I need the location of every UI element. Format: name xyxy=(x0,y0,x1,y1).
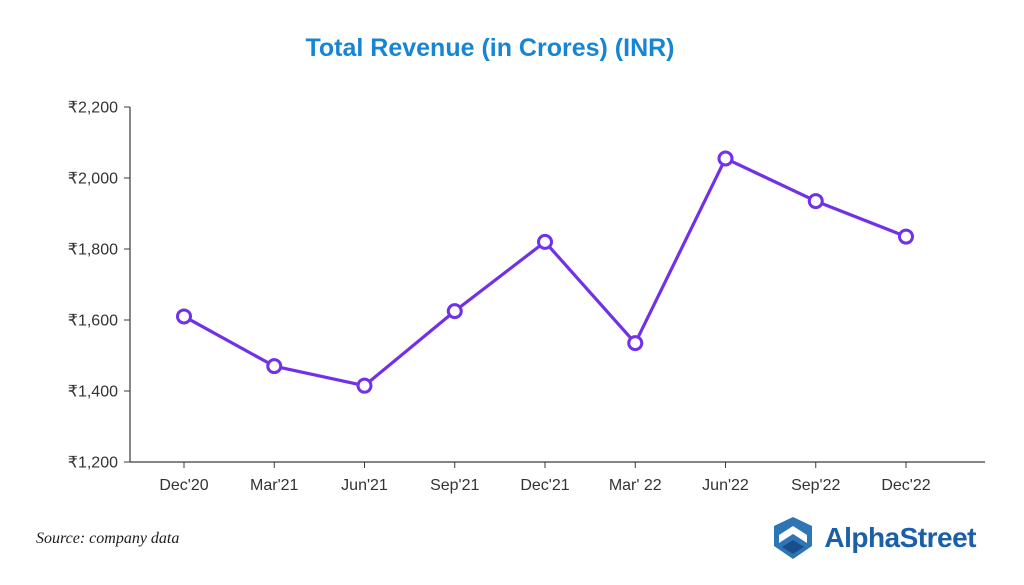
chart-title: Total Revenue (in Crores) (INR) xyxy=(305,34,675,62)
y-axis-labels: ₹1,200 ₹1,400 ₹1,600 ₹1,800 ₹2,000 ₹2,200 xyxy=(68,100,130,472)
alphastreet-logo-icon xyxy=(774,517,813,559)
revenue-series-line xyxy=(182,156,908,388)
brand-logo: AlphaStreet xyxy=(772,516,976,560)
brand-name: AlphaStreet xyxy=(824,522,976,553)
svg-text:Dec'20: Dec'20 xyxy=(159,477,208,494)
svg-text:₹1,800: ₹1,800 xyxy=(68,242,118,259)
svg-text:Jun'21: Jun'21 xyxy=(341,477,388,494)
x-axis-labels: Dec'20 Mar'21 Jun'21 Sep'21 Dec'21 Mar' 22 Jun… xyxy=(159,462,931,494)
revenue-series-markers xyxy=(176,150,914,394)
svg-text:Dec'21: Dec'21 xyxy=(520,477,569,494)
svg-text:₹2,200: ₹2,200 xyxy=(68,100,118,117)
svg-text:₹1,200: ₹1,200 xyxy=(68,455,118,472)
svg-text:Sep'22: Sep'22 xyxy=(791,477,840,494)
svg-text:Dec'22: Dec'22 xyxy=(881,477,930,494)
svg-text:₹2,000: ₹2,000 xyxy=(68,171,118,188)
svg-text:₹1,400: ₹1,400 xyxy=(68,384,118,401)
svg-text:₹1,600: ₹1,600 xyxy=(68,313,118,330)
svg-text:Sep'21: Sep'21 xyxy=(430,477,479,494)
svg-text:Jun'22: Jun'22 xyxy=(702,477,749,494)
axes xyxy=(129,107,985,463)
svg-text:Mar'21: Mar'21 xyxy=(250,477,299,494)
svg-text:Mar' 22: Mar' 22 xyxy=(609,477,662,494)
source-note: Source: company data xyxy=(36,530,180,547)
